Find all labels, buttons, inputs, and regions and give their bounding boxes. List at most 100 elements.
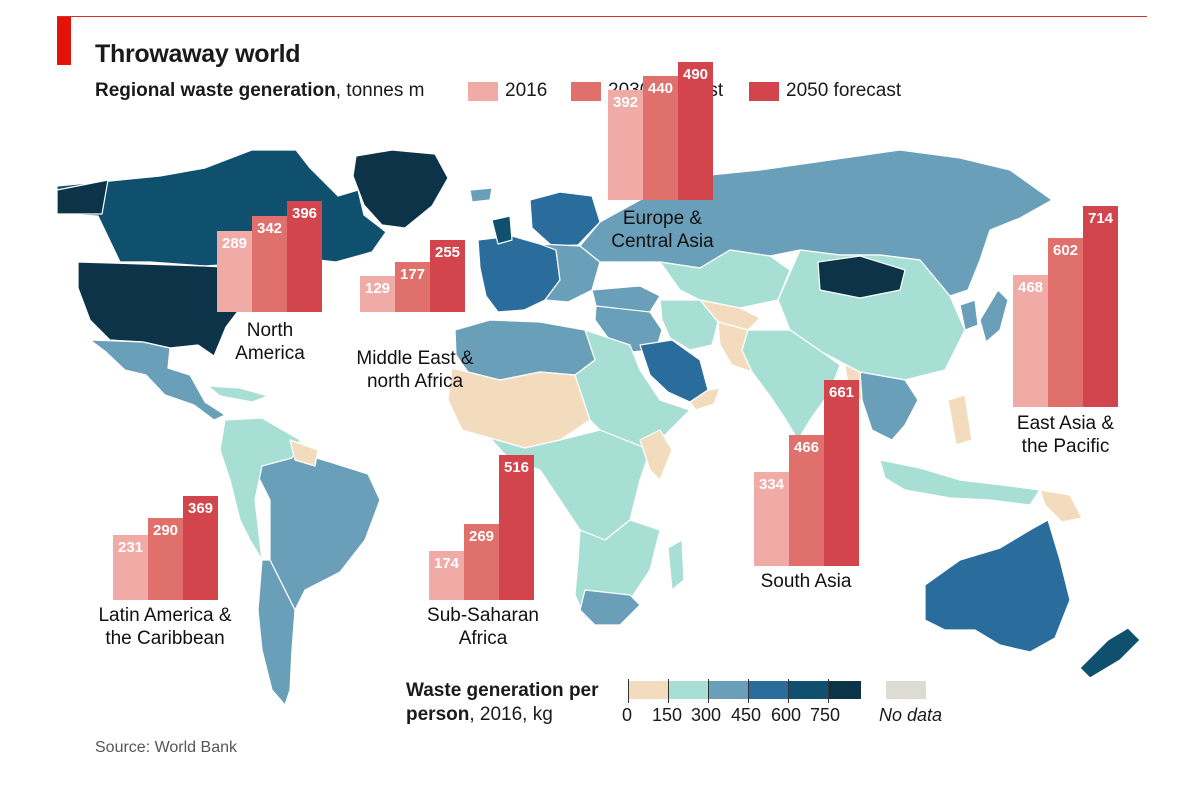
scale-title-bold: person	[406, 704, 470, 725]
bar-value-label: 440	[647, 80, 674, 97]
legend-item-2050: 2050 forecast	[749, 80, 902, 101]
map-region-southeast-asia	[859, 371, 919, 441]
map-region-uk	[491, 215, 513, 245]
top-rule	[57, 16, 1147, 17]
scale-swatch-600-750	[788, 681, 828, 699]
bar-2016: 392	[608, 90, 643, 200]
map-region-southern-cone	[257, 559, 296, 706]
bar-group-south-asia: 334 466 661	[754, 380, 859, 566]
region-label-line: the Caribbean	[105, 628, 225, 649]
bar-2016: 231	[113, 535, 148, 600]
bar-group-east-asia-pacific: 468 602 714	[1013, 206, 1118, 407]
bar-value-label: 661	[828, 384, 855, 401]
scale-label: 150	[652, 705, 683, 725]
bar-group-north-america: 289 342 396	[217, 200, 322, 312]
bar-2030: 440	[643, 76, 678, 200]
legend-swatch	[749, 81, 779, 101]
legend-label: 2050 forecast	[786, 80, 902, 101]
map-region-caribbean	[207, 385, 269, 403]
map-region-korea	[959, 299, 979, 331]
scale-label: 450	[731, 705, 762, 725]
map-region-papua	[1039, 489, 1083, 523]
bar-value-label: 334	[758, 476, 785, 493]
bar-2030: 269	[464, 524, 499, 600]
legend-label: 2016	[505, 80, 548, 101]
no-data-swatch	[886, 681, 926, 699]
bar-value-label: 289	[221, 235, 248, 252]
bar-value-label: 290	[152, 522, 179, 539]
map-region-brazil	[244, 429, 381, 611]
map-region-japan	[979, 289, 1009, 343]
region-label-line: Central Asia	[611, 231, 714, 252]
bar-2016: 468	[1013, 275, 1048, 407]
region-label-sub-saharan-africa: Sub-Saharan Africa	[423, 604, 543, 650]
map-region-madagascar	[667, 539, 685, 591]
scale-tick	[668, 679, 669, 703]
bar-group-sub-saharan-africa: 174 269 516	[429, 455, 534, 600]
bar-value-label: 269	[468, 528, 495, 545]
scale-tick	[708, 679, 709, 703]
no-data-label: No data	[879, 705, 943, 725]
subtitle-units: , tonnes m	[335, 80, 425, 101]
bar-value-label: 490	[682, 66, 709, 83]
scale-swatch-300-450	[708, 681, 748, 699]
chart-subtitle: Regional waste generation, tonnes m	[95, 80, 424, 102]
bar-2050: 490	[678, 62, 713, 200]
bar-2016: 174	[429, 551, 464, 600]
bar-value-label: 129	[364, 280, 391, 297]
map-region-australia	[924, 519, 1071, 653]
chart-title: Throwaway world	[95, 40, 301, 68]
bar-value-label: 714	[1087, 210, 1114, 227]
bar-value-label: 466	[793, 439, 820, 456]
bar-value-label: 255	[434, 244, 461, 261]
region-label-line: north Africa	[366, 371, 464, 392]
region-label-line: Latin America &	[98, 605, 232, 626]
region-label-south-asia: South Asia	[750, 570, 862, 593]
region-label-east-asia-pacific: East Asia & the Pacific	[1008, 412, 1123, 458]
legend-item-2016: 2016	[468, 80, 548, 101]
region-label-line: North	[246, 320, 294, 341]
bar-2030: 602	[1048, 238, 1083, 407]
map-region-yemen-oman	[689, 387, 721, 411]
bar-value-label: 516	[503, 459, 530, 476]
bar-value-label: 174	[433, 555, 460, 572]
map-region-iran	[659, 299, 719, 351]
brand-tag	[57, 17, 71, 65]
scale-title: Waste generation per person, 2016, kg	[406, 679, 599, 727]
bar-value-label: 396	[291, 205, 318, 222]
map-region-philippines	[947, 394, 973, 446]
scale-label: 0	[622, 705, 633, 725]
map-region-scandinavia	[529, 191, 601, 247]
region-label-line: South Asia	[760, 571, 852, 592]
scale-tick	[828, 679, 829, 703]
scale-tick	[628, 679, 629, 703]
bar-group-middle-east-north-africa: 129 177 255	[360, 200, 465, 312]
bar-value-label: 342	[256, 220, 283, 237]
region-label-north-america: North America	[215, 319, 325, 365]
source-note: Source: World Bank	[95, 739, 237, 756]
scale-swatch-0-150	[628, 681, 668, 699]
map-region-indonesia	[879, 459, 1041, 506]
region-label-line: Sub-Saharan	[427, 605, 539, 626]
scale-swatch-150-300	[668, 681, 708, 699]
bar-group-latin-america-caribbean: 231 290 369	[113, 496, 218, 600]
bar-2016: 129	[360, 276, 395, 312]
bar-2016: 334	[754, 472, 789, 566]
region-label-line: Africa	[458, 628, 508, 649]
region-label-line: Europe &	[622, 208, 703, 229]
scale-swatch-450-600	[748, 681, 788, 699]
subtitle-bold: Regional waste generation	[95, 80, 336, 101]
map-region-mongolia	[817, 255, 906, 299]
map-region-guianas	[289, 439, 319, 467]
map-region-south-africa	[579, 589, 641, 626]
region-label-europe-central-asia: Europe & Central Asia	[610, 207, 715, 253]
scale-title-units: , 2016, kg	[469, 704, 553, 725]
bar-2050: 714	[1083, 206, 1118, 407]
map-region-new-zealand	[1079, 627, 1141, 679]
map-region-iceland	[469, 187, 493, 203]
bar-2030: 466	[789, 435, 824, 566]
scale-label: 300	[691, 705, 722, 725]
bar-2050: 661	[824, 380, 859, 566]
region-label-middle-east-north-africa: Middle East & north Africa	[350, 347, 480, 393]
